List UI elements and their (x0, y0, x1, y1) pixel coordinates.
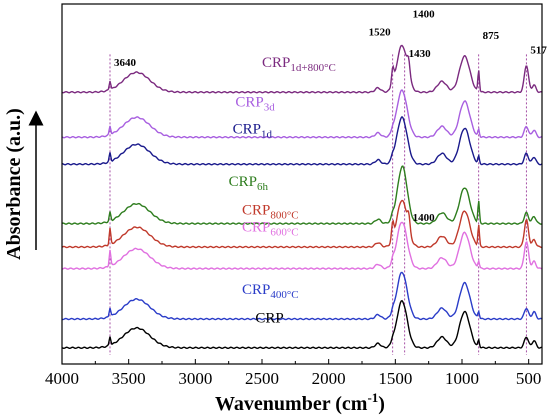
peak-label: 1400 (413, 9, 436, 21)
series-label: CRP600°C (242, 220, 299, 239)
x-tick-label: 2000 (312, 369, 346, 388)
spectrum-line (61, 89, 543, 139)
series-label: CRP (255, 311, 283, 327)
x-tick-label: 500 (516, 369, 542, 388)
peak-label: 517 (530, 45, 547, 57)
series-label: CRP6h (229, 174, 269, 193)
spectra-layer (61, 44, 543, 350)
series-label: CRP800°C (242, 203, 299, 222)
x-tick-label: 2500 (245, 369, 279, 388)
spectrum-line (61, 271, 543, 321)
series-label: CRP1d (233, 122, 273, 141)
spectrum-line (61, 221, 543, 270)
spectrum-line (61, 199, 543, 249)
peak-label: 1400 (413, 212, 436, 224)
x-tick-label: 3000 (178, 369, 212, 388)
x-tick-label: 1000 (445, 369, 479, 388)
peak-annotations: 3640 1520 1400 1430 875 517 1400 (114, 9, 547, 224)
series-labels: CRP1d+800°C CRP3d CRP1d CRP6h CRP800°CCRP600… (229, 55, 336, 327)
plot-frame (61, 3, 543, 365)
spectrum-line (61, 165, 543, 225)
reference-lines (109, 54, 527, 355)
x-tick-label: 4000 (45, 369, 79, 388)
x-axis-ticks: 4000 3500 3000 2500 2000 1500 1000 500 (45, 359, 541, 388)
x-axis-title: Wavenumber (cm-1) (215, 390, 385, 415)
spectrum-line (61, 299, 543, 350)
x-tick-label: 1500 (378, 369, 412, 388)
peak-label: 1430 (409, 48, 432, 60)
series-label: CRP400°C (242, 282, 299, 301)
series-label: CRP3d (235, 95, 275, 114)
series-label: CRP1d+800°C (262, 55, 336, 74)
spectrum-line (61, 115, 543, 166)
peak-label: 3640 (114, 57, 137, 69)
y-axis-title: Absorbance (a.u.) (3, 108, 25, 260)
x-tick-label: 3500 (112, 369, 146, 388)
peak-label: 875 (483, 30, 500, 42)
spectrum-line (61, 44, 543, 94)
peak-label: 1520 (369, 27, 392, 39)
